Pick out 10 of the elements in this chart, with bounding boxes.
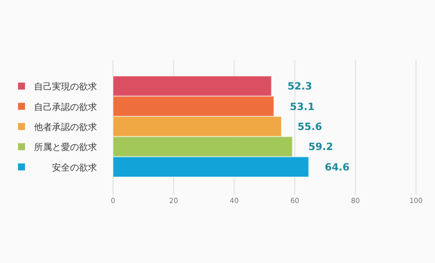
data-label: 59.2	[308, 142, 334, 154]
y-tick-label: 自己承認の欲求	[34, 102, 97, 113]
data-label: 64.6	[324, 162, 350, 174]
y-tick-label: 所属と愛の欲求	[34, 142, 97, 154]
data-label: 52.3	[287, 82, 312, 93]
data-label: 53.1	[290, 102, 315, 113]
data-label: 55.6	[297, 122, 322, 133]
y-tick-label: 自己実現の欲求	[34, 82, 97, 93]
y-tick-label: 安全の欲求	[52, 162, 97, 174]
y-tick-label: 他者承認の欲求	[34, 122, 97, 133]
